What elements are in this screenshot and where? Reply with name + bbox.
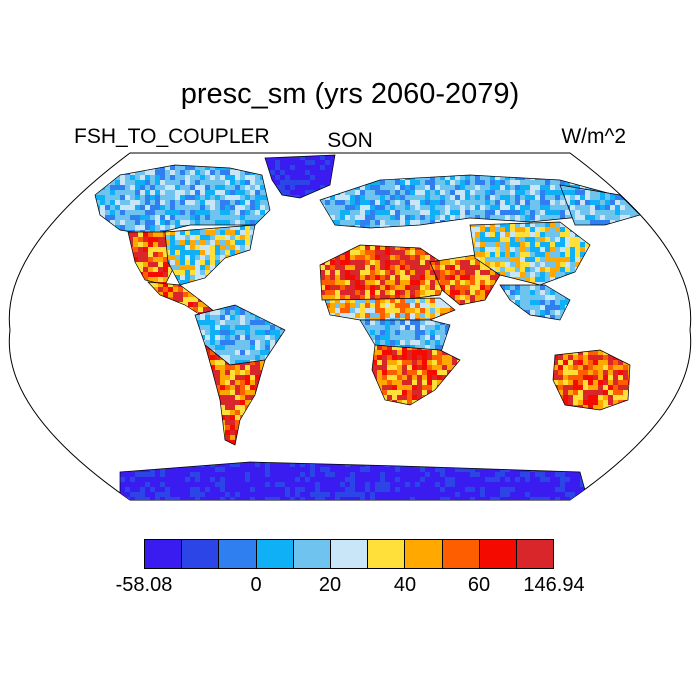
colorbar-swatch xyxy=(219,540,257,568)
plot-title: presc_sm (yrs 2060-2079) xyxy=(180,78,520,110)
colorbar-tick-label: 20 xyxy=(318,574,342,596)
coastline xyxy=(204,344,266,446)
colorbar-tick-label: 60 xyxy=(467,574,491,596)
land-region-sahel xyxy=(325,298,455,320)
colorbar-swatch xyxy=(368,540,406,568)
colorbar-tick-label: 40 xyxy=(393,574,417,596)
coastline xyxy=(319,174,616,229)
colorbar-swatch xyxy=(293,540,331,568)
coastline xyxy=(469,221,591,286)
coastline xyxy=(371,344,461,406)
colorbar-swatch xyxy=(145,540,183,568)
coastline xyxy=(552,349,631,411)
colorbar-swatch xyxy=(256,540,294,568)
colorbar-swatch xyxy=(442,540,480,568)
coastline xyxy=(499,284,571,321)
colorbar-tick-label: -58.08 xyxy=(115,574,173,596)
land-region-antarctica xyxy=(120,462,585,500)
coastline xyxy=(119,461,586,500)
colorbar-tick-label: 0 xyxy=(250,574,262,596)
units-label: W/m^2 xyxy=(561,125,626,148)
colorbar-tick-label: 146.94 xyxy=(523,574,585,596)
season-label: SON xyxy=(327,129,373,152)
colorbar-swatch xyxy=(182,540,220,568)
variable-label: FSH_TO_COUPLER xyxy=(74,125,270,148)
colorbar xyxy=(144,539,554,569)
land-region-amazon xyxy=(195,305,285,365)
colorbar-swatch xyxy=(516,540,554,568)
coastline xyxy=(164,224,256,286)
land-region-north-america-boreal xyxy=(95,165,270,235)
land-region-australia xyxy=(553,350,630,410)
colorbar-swatch xyxy=(405,540,443,568)
coastline xyxy=(264,154,336,199)
colorbar-swatch xyxy=(330,540,369,568)
colorbar-swatch xyxy=(479,540,517,568)
coastline xyxy=(94,164,271,236)
coastline xyxy=(559,184,641,226)
